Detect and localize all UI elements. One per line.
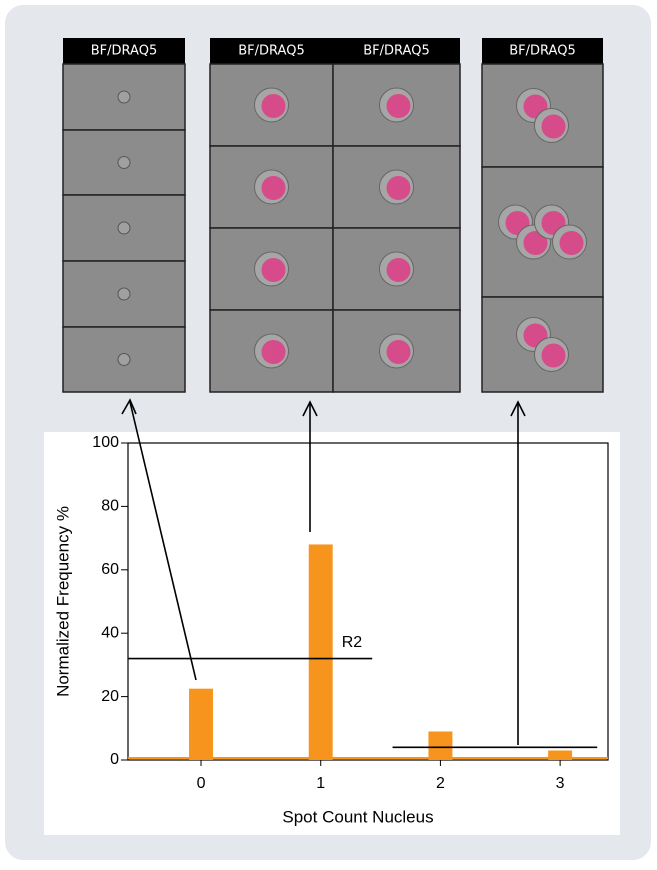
bar — [548, 750, 572, 760]
cell-nucleus — [560, 231, 584, 255]
y-tick-label: 60 — [101, 561, 119, 578]
cell-nucleus — [262, 94, 286, 118]
cell — [118, 157, 130, 169]
page: {"panels":[{"headers":["BF/DRAQ5"]},{"he… — [0, 0, 657, 865]
cell-nucleus — [262, 258, 286, 282]
x-tick-label: 2 — [436, 775, 445, 792]
cell-nucleus — [387, 176, 411, 200]
gate-label: R2 — [342, 634, 363, 651]
cell-nucleus — [387, 258, 411, 282]
panel-header-label: BF/DRAQ5 — [238, 44, 304, 59]
x-tick-label: 0 — [197, 775, 206, 792]
y-tick-label: 80 — [101, 498, 119, 515]
cell-nucleus — [387, 340, 411, 364]
image-panels: BF/DRAQ5 BF/DRAQ5 BF/DRAQ5 BF/DRAQ5 — [63, 38, 603, 392]
cell — [118, 354, 130, 366]
y-tick-label: 40 — [101, 624, 119, 641]
cell-nucleus — [542, 115, 566, 139]
cell-nucleus — [262, 176, 286, 200]
bar — [428, 731, 452, 760]
x-tick-label: 1 — [316, 775, 325, 792]
cell — [118, 288, 130, 300]
cell — [118, 222, 130, 234]
bar — [189, 689, 213, 760]
panel-header-label: BF/DRAQ5 — [509, 44, 575, 59]
x-tick-label: 3 — [556, 775, 565, 792]
cell-nucleus — [262, 340, 286, 364]
bar — [309, 544, 333, 760]
cell-nucleus — [387, 94, 411, 118]
cell-nucleus — [542, 344, 566, 368]
panel-header-label: BF/DRAQ5 — [363, 44, 429, 59]
panel-header-label: BF/DRAQ5 — [91, 44, 157, 59]
cell — [118, 91, 130, 103]
y-tick-label: 20 — [101, 688, 119, 705]
y-tick-label: 0 — [110, 751, 119, 768]
y-axis-label: Normalized Frequency % — [53, 506, 72, 697]
x-axis-label: Spot Count Nucleus — [282, 807, 433, 826]
y-tick-label: 100 — [92, 434, 119, 451]
figure: BF/DRAQ5BF/DRAQ5BF/DRAQ5BF/DRAQ5 0204060… — [0, 0, 657, 865]
